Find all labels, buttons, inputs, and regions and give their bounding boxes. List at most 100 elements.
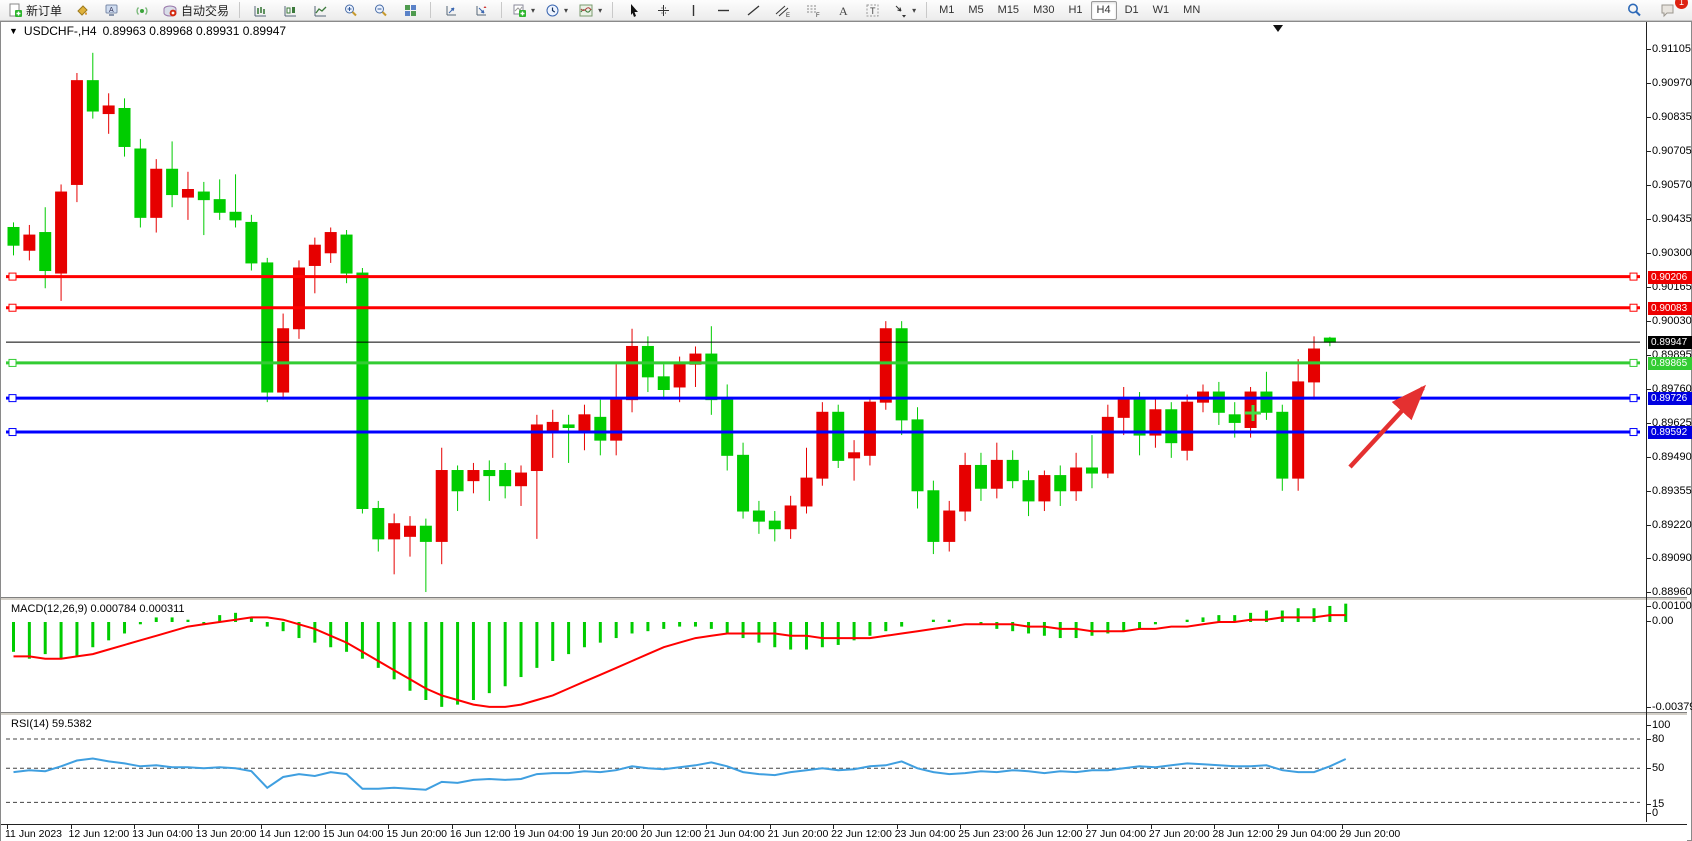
rsi-pane[interactable] <box>6 715 1646 822</box>
date-axis[interactable]: 11 Jun 2023 12 Jun 12:00 13 Jun 04:00 13 Ju… <box>1 824 1687 841</box>
tab-h4[interactable]: H4 <box>1090 0 1117 20</box>
main-axis-label: 0.90030 <box>1652 315 1692 327</box>
chart-quote-line: ▼ USDCHF-,H4 0.89963 0.89968 0.89931 0.8… <box>9 24 286 38</box>
zoom-out-button[interactable] <box>366 0 394 20</box>
templates-button[interactable]: ▾ <box>574 0 606 20</box>
svg-text:A: A <box>109 7 114 14</box>
tab-m1[interactable]: M1 <box>939 4 955 16</box>
arrow-objects-button[interactable]: ▾ <box>889 0 920 20</box>
axis-tick <box>1646 813 1651 814</box>
date-axis-label: 27 Jun 20:00 <box>1148 828 1210 840</box>
search-icon <box>1628 3 1641 17</box>
candle <box>689 346 702 387</box>
profile-list-icon <box>476 5 487 15</box>
arrow-objects-icon <box>895 5 907 18</box>
trendline-icon <box>747 4 759 16</box>
toolbar-separator <box>501 2 503 18</box>
main-axis-label: 0.89090 <box>1652 552 1692 564</box>
candle <box>515 465 528 506</box>
main-axis-label: 0.90835 <box>1652 111 1692 123</box>
candle <box>1181 394 1194 461</box>
horizontal-line-tool-button[interactable] <box>709 0 737 20</box>
main-axis-label: 0.89490 <box>1652 451 1692 463</box>
search-button[interactable] <box>1620 0 1648 20</box>
vertical-line-icon <box>692 4 694 16</box>
candle <box>784 495 797 539</box>
autotrade-button[interactable]: 自动交易 <box>158 0 233 20</box>
trendline-tool-button[interactable] <box>739 0 767 20</box>
candle <box>1165 402 1178 458</box>
candle <box>229 174 242 228</box>
candle <box>562 414 575 463</box>
date-axis-label: 22 Jun 12:00 <box>831 828 892 840</box>
tab-m30[interactable]: M30 <box>1033 4 1055 16</box>
zoom-in-button[interactable] <box>336 0 364 20</box>
new-order-label: 新订单 <box>26 3 63 18</box>
toolbar: 新订单 A 自动交易 <box>0 0 1692 21</box>
label-tool-button[interactable]: T <box>859 0 887 20</box>
tab-m5[interactable]: M5 <box>968 4 984 16</box>
candlestick-chart-button[interactable] <box>276 0 304 20</box>
periods-button[interactable]: ▾ <box>541 0 572 20</box>
main-chart-pane[interactable] <box>6 25 1646 597</box>
axis-tick <box>1646 151 1651 152</box>
notifications-button[interactable]: 1 <box>1654 0 1688 20</box>
axis-tick <box>1646 525 1651 526</box>
candle <box>419 518 432 593</box>
tab-h1[interactable]: H1 <box>1068 4 1083 16</box>
crosshair-tool-button[interactable] <box>649 0 677 20</box>
candle <box>70 73 83 203</box>
profile-charts-button[interactable] <box>437 0 465 20</box>
candle <box>1085 435 1098 489</box>
candle <box>530 414 543 539</box>
candle <box>800 447 813 514</box>
date-axis-label: 13 Jun 20:00 <box>195 828 257 840</box>
date-axis-tick <box>261 825 263 829</box>
fibonacci-tool-button[interactable]: F <box>799 0 827 20</box>
crosshair-icon <box>657 4 669 16</box>
candle <box>118 98 131 157</box>
vertical-line-tool-button[interactable] <box>679 0 707 20</box>
chart-shift-marker[interactable] <box>1273 25 1283 32</box>
date-axis-tick <box>388 825 390 829</box>
pane-divider[interactable] <box>1 597 1687 601</box>
date-axis-tick <box>7 825 8 829</box>
pane-divider[interactable] <box>1 712 1687 716</box>
tab-m15[interactable]: M15 <box>997 4 1020 16</box>
chart-window: ▼ USDCHF-,H4 0.89963 0.89968 0.89931 0.8… <box>0 21 1692 841</box>
indicators-button[interactable]: ▾ <box>508 0 539 20</box>
styler-button[interactable] <box>68 0 96 20</box>
candle <box>7 222 20 256</box>
candle <box>1022 470 1035 517</box>
candle <box>356 267 369 514</box>
bar-chart-button[interactable] <box>246 0 274 20</box>
equidistant-channel-icon: E <box>775 5 790 18</box>
tile-windows-button[interactable] <box>396 0 424 20</box>
main-axis-label: 0.90970 <box>1652 77 1692 89</box>
symbol-dropdown-icon[interactable]: ▼ <box>9 26 18 36</box>
profile-list-button[interactable] <box>467 0 495 20</box>
new-order-button[interactable]: 新订单 <box>4 0 66 20</box>
cursor-tool-button[interactable] <box>619 0 647 20</box>
expert-advisor-icon: A <box>105 4 118 16</box>
line-chart-button[interactable] <box>306 0 334 20</box>
date-axis-tick <box>1278 825 1279 829</box>
candle <box>23 224 36 261</box>
tab-mn[interactable]: MN <box>1183 4 1201 16</box>
symbol-period-label: USDCHF-,H4 <box>23 24 97 38</box>
text-tool-button[interactable]: A <box>829 0 857 20</box>
line-handle <box>8 358 17 367</box>
axis-tick <box>1646 253 1651 254</box>
tab-w1[interactable]: W1 <box>1152 4 1170 16</box>
macd-pane[interactable] <box>6 601 1646 712</box>
axis-tick <box>1646 83 1651 84</box>
channel-tool-button[interactable]: E <box>769 0 797 20</box>
signal-button[interactable] <box>128 0 156 20</box>
up-arrow-annotation <box>1348 384 1427 469</box>
indicators-icon <box>513 4 527 17</box>
tile-windows-icon <box>404 4 416 16</box>
expert-advisor-button[interactable]: A <box>98 0 126 20</box>
price-tag: 0.89865 <box>1648 356 1692 370</box>
tab-d1[interactable]: D1 <box>1124 4 1139 16</box>
candle <box>102 93 115 134</box>
